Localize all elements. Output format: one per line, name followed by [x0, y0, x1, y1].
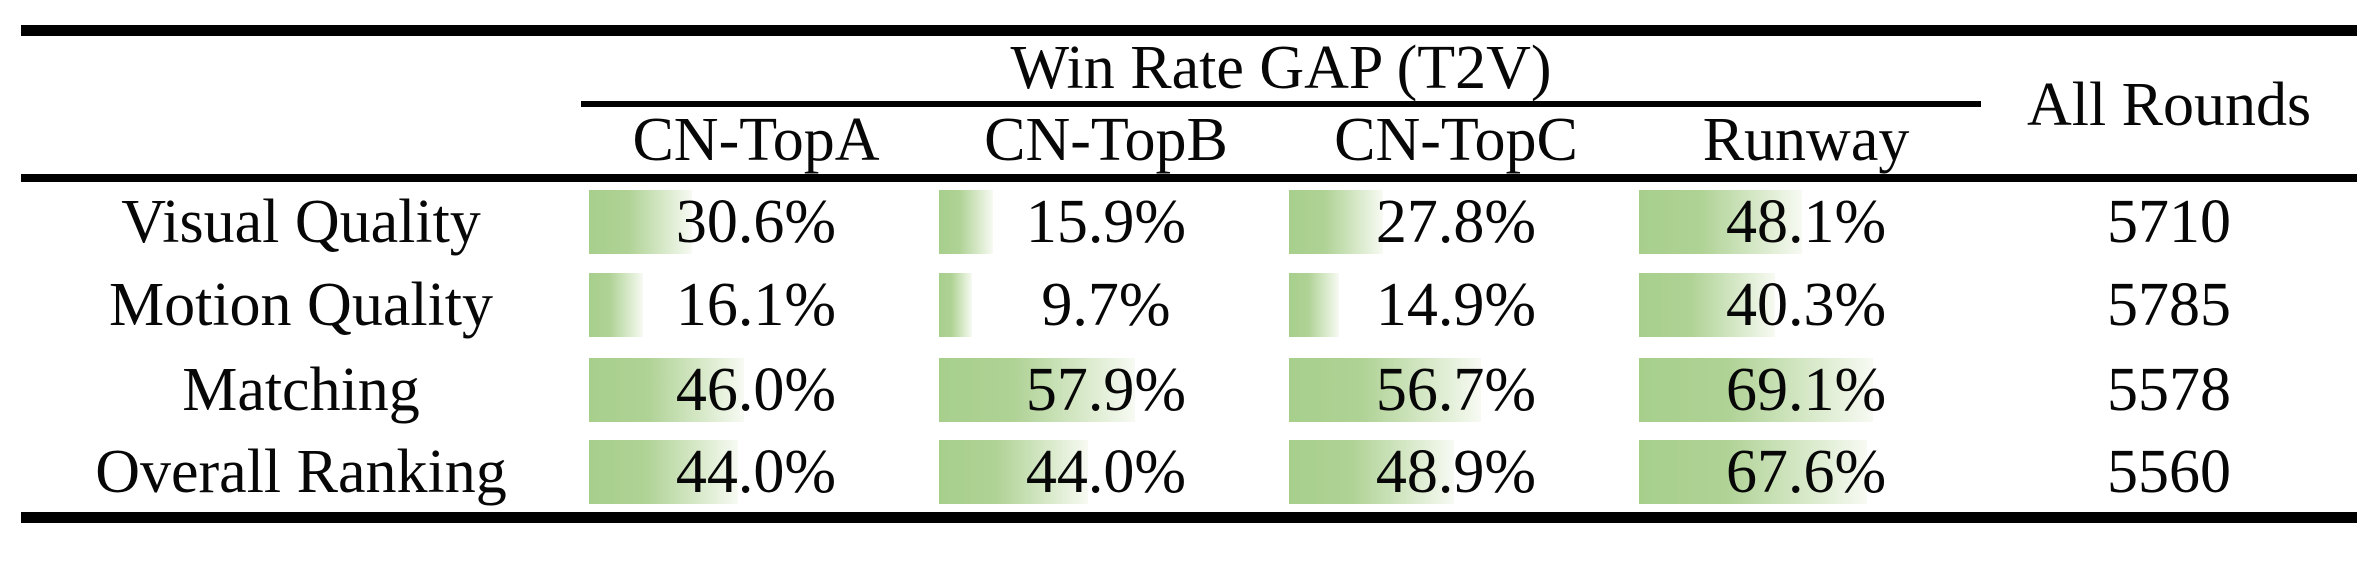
- column-header-cn-topb: CN-TopB: [931, 103, 1281, 182]
- win-rate-bar: [589, 190, 692, 254]
- group-header-win-rate-gap: Win Rate GAP (T2V): [581, 30, 1982, 107]
- win-rate-cell: 48.1%: [1631, 178, 1981, 263]
- win-rate-value: 69.1%: [1725, 356, 1887, 424]
- win-rate-cell: 57.9%: [931, 348, 1281, 433]
- win-rate-bar: [939, 440, 1088, 505]
- win-rate-value: 46.0%: [675, 356, 837, 424]
- win-rate-cell: 14.9%: [1281, 263, 1631, 348]
- win-rate-cell: 27.8%: [1281, 178, 1631, 263]
- all-rounds-value: 5710: [2107, 188, 2232, 256]
- win-rate-value: 15.9%: [1025, 188, 1187, 256]
- win-rate-bar: [589, 358, 744, 422]
- win-rate-bar: [1289, 273, 1339, 337]
- row-label: Matching: [182, 356, 420, 424]
- win-rate-cell: 67.6%: [1631, 433, 1981, 518]
- table-row-overall-ranking: Overall Ranking 44.0% 44.0% 48.9% 67.6% …: [21, 433, 2357, 518]
- win-rate-value: 56.7%: [1375, 356, 1537, 424]
- win-rate-cell: 44.0%: [931, 433, 1281, 518]
- win-rate-bar: [1639, 190, 1802, 254]
- win-rate-value: 16.1%: [675, 271, 837, 339]
- win-rate-bar: [589, 273, 643, 337]
- win-rate-value: 30.6%: [675, 188, 837, 256]
- column-header-all-rounds: All Rounds: [1981, 30, 2358, 182]
- win-rate-bar: [939, 190, 993, 254]
- win-rate-value: 40.3%: [1725, 271, 1887, 339]
- win-rate-value: 44.0%: [1025, 438, 1187, 507]
- column-header-cn-topc: CN-TopC: [1281, 103, 1631, 182]
- table-row-visual-quality: Visual Quality 30.6% 15.9% 27.8% 48.1% 5…: [21, 178, 2357, 263]
- row-label: Motion Quality: [108, 271, 494, 339]
- win-rate-bar: [939, 273, 972, 337]
- win-rate-value: 27.8%: [1375, 188, 1537, 256]
- win-rate-bar: [1289, 358, 1481, 422]
- corner-spacer-cell: [21, 30, 581, 182]
- win-rate-cell: 56.7%: [1281, 348, 1631, 433]
- win-rate-bar: [1289, 190, 1383, 254]
- table-row-matching: Matching 46.0% 57.9% 56.7% 69.1% 5578: [21, 348, 2357, 433]
- all-rounds-value: 5578: [2107, 356, 2232, 424]
- win-rate-cell: 9.7%: [931, 263, 1281, 348]
- all-rounds-value: 5560: [2107, 438, 2232, 507]
- win-rate-value: 57.9%: [1025, 356, 1187, 424]
- win-rate-value: 67.6%: [1725, 438, 1887, 507]
- row-label: Visual Quality: [121, 188, 481, 256]
- column-header-cn-topa: CN-TopA: [581, 103, 931, 182]
- win-rate-cell: 15.9%: [931, 178, 1281, 263]
- win-rate-value: 9.7%: [1041, 271, 1171, 339]
- win-rate-value: 48.1%: [1725, 188, 1887, 256]
- win-rate-bar: [1639, 273, 1775, 337]
- column-header-runway: Runway: [1631, 103, 1982, 182]
- win-rate-cell: 40.3%: [1631, 263, 1981, 348]
- win-rate-cell: 30.6%: [581, 178, 931, 263]
- table-row-motion-quality: Motion Quality 16.1% 9.7% 14.9% 40.3% 57…: [21, 263, 2357, 348]
- win-rate-cell: 69.1%: [1631, 348, 1981, 433]
- win-rate-cell: 46.0%: [581, 348, 931, 433]
- win-rate-cell: 16.1%: [581, 263, 931, 348]
- win-rate-gap-table: Win Rate GAP (T2V) All Rounds CN-TopA CN…: [21, 25, 2358, 523]
- win-rate-bar: [1289, 440, 1454, 505]
- win-rate-bar: [1639, 440, 1867, 505]
- win-rate-bar: [939, 358, 1135, 422]
- win-rate-bar: [589, 440, 738, 505]
- all-rounds-value: 5785: [2107, 271, 2232, 339]
- win-rate-bar: [1639, 358, 1873, 422]
- win-rate-cell: 48.9%: [1281, 433, 1631, 518]
- win-rate-value: 48.9%: [1375, 438, 1537, 507]
- win-rate-value: 44.0%: [675, 438, 837, 507]
- row-label: Overall Ranking: [95, 438, 507, 507]
- win-rate-cell: 44.0%: [581, 433, 931, 518]
- win-rate-value: 14.9%: [1375, 271, 1537, 339]
